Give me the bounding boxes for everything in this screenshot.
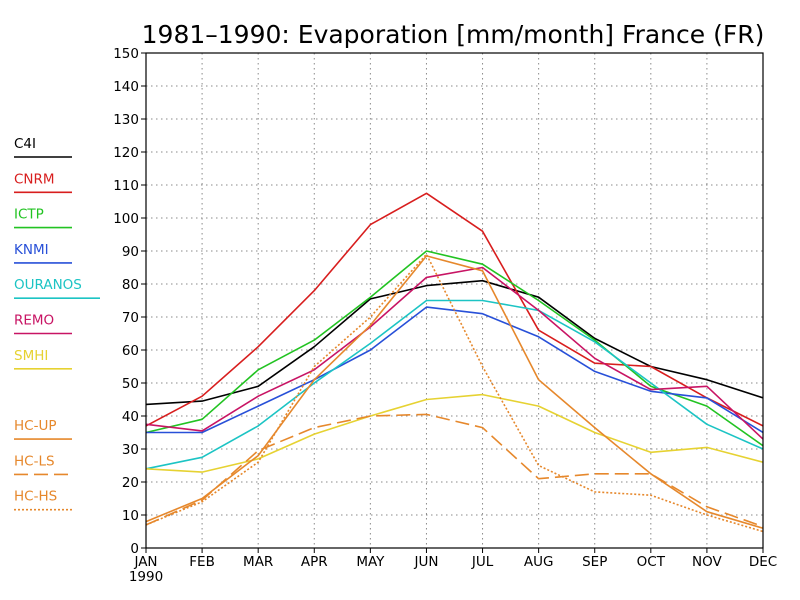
y-tick-label: 120 (113, 145, 139, 161)
x-tick-label: MAR (243, 554, 273, 570)
y-tick-label: 60 (122, 343, 139, 359)
y-tick-label: 40 (122, 409, 139, 425)
x-tick-label: SEP (582, 554, 607, 570)
y-tick-label: 140 (113, 79, 139, 95)
y-tick-label: 30 (122, 442, 139, 458)
x-tick-label: DEC (749, 554, 777, 570)
legend-label-ictp: ICTP (14, 207, 44, 223)
y-tick-label: 90 (122, 244, 139, 260)
y-tick-label: 20 (122, 475, 139, 491)
series-line-remo (145, 266, 764, 440)
chart-title: 1981–1990: Evaporation [mm/month] France… (142, 20, 765, 49)
series-line-cnrm (145, 192, 764, 427)
axes: 0 10 20 30 40 50 60 70 80 90 100 110 120 130 140 150 JAN… (113, 46, 777, 585)
x-tick-label: JUN (413, 554, 438, 570)
x-year-label: 1990 (129, 569, 163, 585)
x-tick-label: AUG (524, 554, 554, 570)
y-tick-label: 80 (122, 277, 139, 293)
y-tick-label: 150 (113, 46, 139, 62)
x-tick-label: MAY (356, 554, 385, 570)
series-line-c4i (145, 279, 764, 406)
legend-label-c4i: C4I (14, 136, 36, 152)
series-line-hc-hs (145, 253, 764, 533)
legend-label-smhi: SMHI (14, 348, 48, 364)
x-tick-label: FEB (189, 554, 215, 570)
y-tick-label: 50 (122, 376, 139, 392)
legend-label-remo: REMO (14, 313, 54, 329)
legend: C4I CNRM ICTP KNMI OURANOS REMO SMHI HC-UP HC-LS… (14, 136, 100, 511)
y-tick-label: 110 (113, 178, 139, 194)
legend-label-ouranos: OURANOS (14, 277, 82, 293)
x-tick-label: JAN (133, 554, 157, 570)
legend-label-knmi: KNMI (14, 242, 49, 258)
series-line-hc-ls (145, 413, 764, 528)
x-tick-label: APR (301, 554, 328, 570)
series-line-smhi (145, 393, 764, 473)
legend-label-hc-hs: HC-HS (14, 489, 57, 505)
legend-label-hc-up: HC-UP (14, 418, 56, 434)
y-tick-label: 70 (122, 310, 139, 326)
data-series (145, 192, 764, 533)
plot-frame (145, 52, 764, 549)
legend-label-hc-ls: HC-LS (14, 453, 55, 469)
y-tick-label: 130 (113, 112, 139, 128)
legend-label-cnrm: CNRM (14, 171, 55, 187)
x-tick-label: NOV (692, 554, 722, 570)
series-line-ictp (145, 250, 764, 447)
series-line-knmi (146, 306, 764, 434)
y-tick-label: 100 (113, 211, 139, 227)
y-tick-label: 0 (130, 541, 139, 557)
x-tick-label: OCT (637, 554, 666, 570)
x-tick-label: JUL (471, 554, 494, 570)
series-line-ouranos (145, 299, 764, 470)
y-tick-label: 10 (122, 508, 139, 524)
